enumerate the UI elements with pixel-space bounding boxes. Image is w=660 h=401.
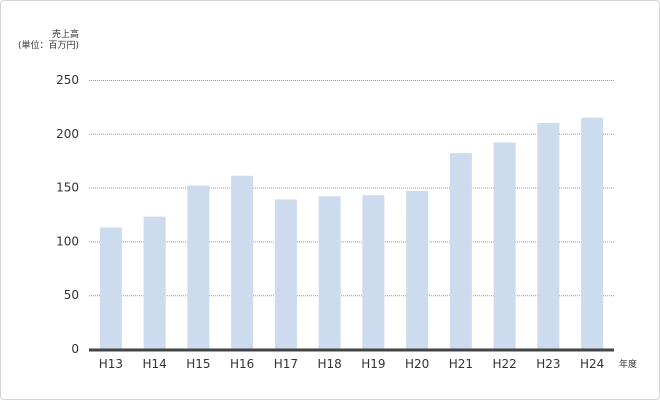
x-tick-label: H14 bbox=[142, 357, 166, 371]
x-tick-label: H23 bbox=[536, 357, 560, 371]
y-tick-label: 50 bbox=[64, 288, 79, 302]
x-tick-labels: H13 H14 H15 H16 H17 H18 H19 H20 H21 H22 H23 H24 bbox=[99, 357, 605, 371]
bar bbox=[274, 199, 297, 349]
y-tick-label: 100 bbox=[56, 234, 79, 248]
x-tick-label: H13 bbox=[99, 357, 123, 371]
y-axis-title: 売上高 bbox=[51, 30, 79, 40]
bar bbox=[99, 227, 122, 349]
y-tick-label: 250 bbox=[56, 73, 79, 87]
bar bbox=[537, 123, 560, 349]
y-tick-label: 200 bbox=[56, 127, 79, 141]
x-axis-title: 年度 bbox=[619, 358, 637, 370]
bar bbox=[581, 117, 604, 349]
gridlines bbox=[89, 80, 614, 297]
x-tick-label: H19 bbox=[361, 357, 385, 371]
bar bbox=[231, 175, 254, 349]
x-tick-label: H18 bbox=[317, 357, 341, 371]
x-tick-label: H21 bbox=[449, 357, 473, 371]
y-tick-labels: 0 50 100 150 200 250 bbox=[56, 73, 79, 356]
bars bbox=[99, 117, 604, 349]
x-tick-label: H24 bbox=[580, 357, 604, 371]
x-tick-label: H16 bbox=[230, 357, 254, 371]
bar bbox=[362, 195, 385, 349]
x-tick-label: H17 bbox=[274, 357, 298, 371]
x-tick-label: H20 bbox=[405, 357, 429, 371]
y-tick-label: 150 bbox=[56, 181, 79, 195]
bar bbox=[318, 196, 341, 349]
x-tick-label: H22 bbox=[492, 357, 516, 371]
y-axis-unit: (単位：百万円) bbox=[17, 41, 79, 51]
x-tick-label: H15 bbox=[186, 357, 210, 371]
bar bbox=[449, 153, 472, 349]
bar bbox=[406, 190, 429, 349]
bar bbox=[493, 142, 516, 349]
y-tick-label: 0 bbox=[71, 342, 79, 356]
bar bbox=[143, 216, 166, 349]
bar bbox=[187, 185, 210, 349]
